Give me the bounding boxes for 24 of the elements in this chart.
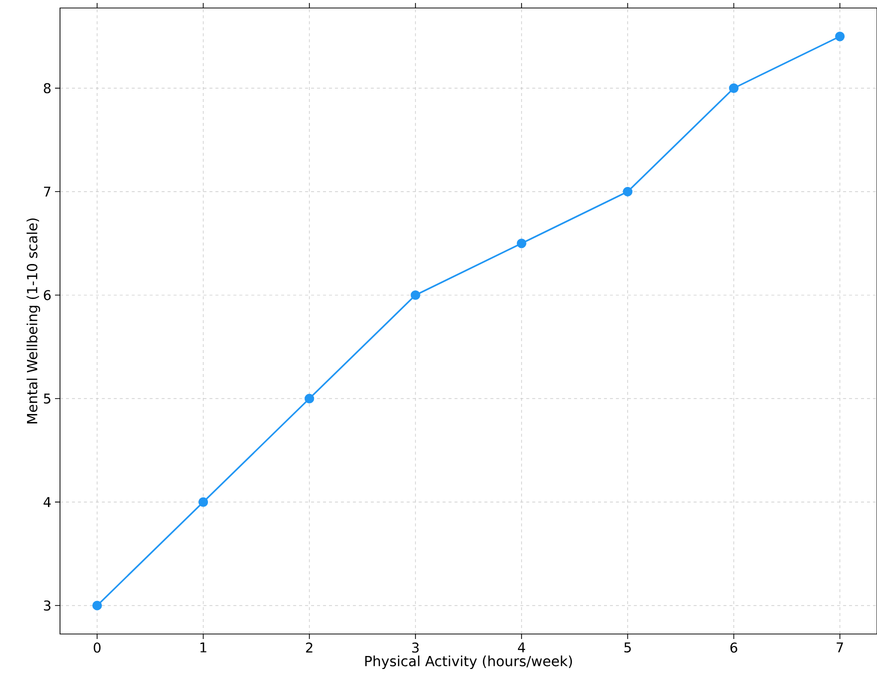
y-tick-label: 7 [44,186,50,197]
y-tick-label: 8 [44,83,51,94]
y-tick-label: 4 [44,497,51,507]
x-axis-title: Physical Activity (hours/week) [365,656,572,670]
y-tick-label: 5 [44,394,50,404]
point [92,600,102,610]
point [304,394,314,404]
point [622,186,632,196]
x-tick-label: 5 [624,642,631,652]
x-tick-label: 2 [306,642,312,652]
point [728,83,739,93]
point [410,290,420,300]
x-tick-label: 4 [518,642,526,652]
y-tick-label: 3 [44,600,50,611]
point [198,497,208,507]
y-tick-label: 6 [44,290,51,300]
point [516,238,526,248]
x-tick-label: 6 [730,642,738,653]
y-axis-title: Mental Wellbeing (1-10 scale) [26,218,40,424]
point [835,32,845,42]
x-tick-label: 1 [200,642,206,652]
x-tick-label: 3 [412,642,419,653]
x-tick-label: 0 [94,642,101,653]
x-tick-label: 7 [836,642,844,652]
